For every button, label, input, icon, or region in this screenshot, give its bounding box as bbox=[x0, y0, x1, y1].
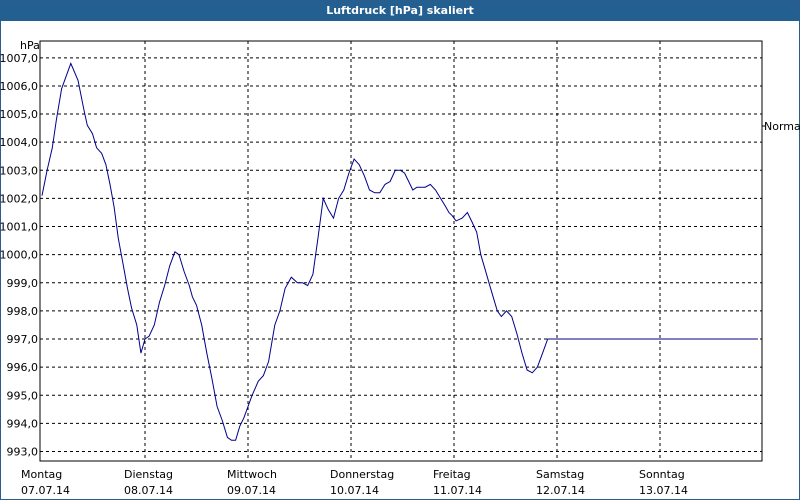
normal-reference-label: Normal bbox=[764, 120, 800, 133]
x-tick-day-label: Dienstag bbox=[124, 468, 173, 481]
x-tick-day-label: Samstag bbox=[536, 468, 584, 481]
y-tick-label: 1007,0 bbox=[0, 52, 38, 65]
y-tick-label: 994,0 bbox=[7, 417, 39, 430]
x-tick-date-label: 10.07.14 bbox=[330, 484, 379, 497]
x-tick-day-label: Donnerstag bbox=[330, 468, 394, 481]
x-tick-date-label: 13.07.14 bbox=[639, 484, 688, 497]
y-tick-label: 1004,0 bbox=[0, 136, 38, 149]
y-tick-label: 993,0 bbox=[7, 446, 39, 459]
y-tick-label: 995,0 bbox=[7, 389, 39, 402]
plot-border bbox=[39, 40, 763, 462]
x-tick-day-label: Sonntag bbox=[639, 468, 685, 481]
x-tick-day-label: Mittwoch bbox=[227, 468, 277, 481]
pressure-line bbox=[41, 62, 758, 441]
x-axis-ticks: Montag 07.07.14 Dienstag 08.07.14 Mittwoch 09… bbox=[21, 468, 688, 497]
x-tick-date-label: 09.07.14 bbox=[227, 484, 276, 497]
y-axis-label: hPa bbox=[20, 39, 40, 52]
y-axis-ticks: 993,0 994,0 995,0 996,0 997,0 998,0 999,0 1000,… bbox=[0, 52, 38, 459]
y-tick-label: 1000,0 bbox=[0, 249, 38, 262]
x-tick-date-label: 11.07.14 bbox=[433, 484, 482, 497]
x-tick-day-label: Montag bbox=[21, 468, 62, 481]
x-tick-day-label: Freitag bbox=[433, 468, 471, 481]
y-tick-label: 997,0 bbox=[7, 333, 39, 346]
y-tick-label: 1002,0 bbox=[0, 192, 38, 205]
y-tick-label: 996,0 bbox=[7, 361, 39, 374]
chart-title: Luftdruck [hPa] skaliert bbox=[1, 1, 799, 21]
y-tick-label: 1001,0 bbox=[0, 221, 38, 234]
y-tick-label: 998,0 bbox=[7, 305, 39, 318]
y-tick-label: 999,0 bbox=[7, 277, 39, 290]
y-tick-label: 1005,0 bbox=[0, 108, 38, 121]
grid-lines bbox=[40, 41, 762, 461]
x-tick-date-label: 08.07.14 bbox=[124, 484, 173, 497]
y-tick-label: 1006,0 bbox=[0, 80, 38, 93]
x-tick-date-label: 12.07.14 bbox=[536, 484, 585, 497]
y-tick-label: 1003,0 bbox=[0, 164, 38, 177]
x-tick-date-label: 07.07.14 bbox=[21, 484, 70, 497]
